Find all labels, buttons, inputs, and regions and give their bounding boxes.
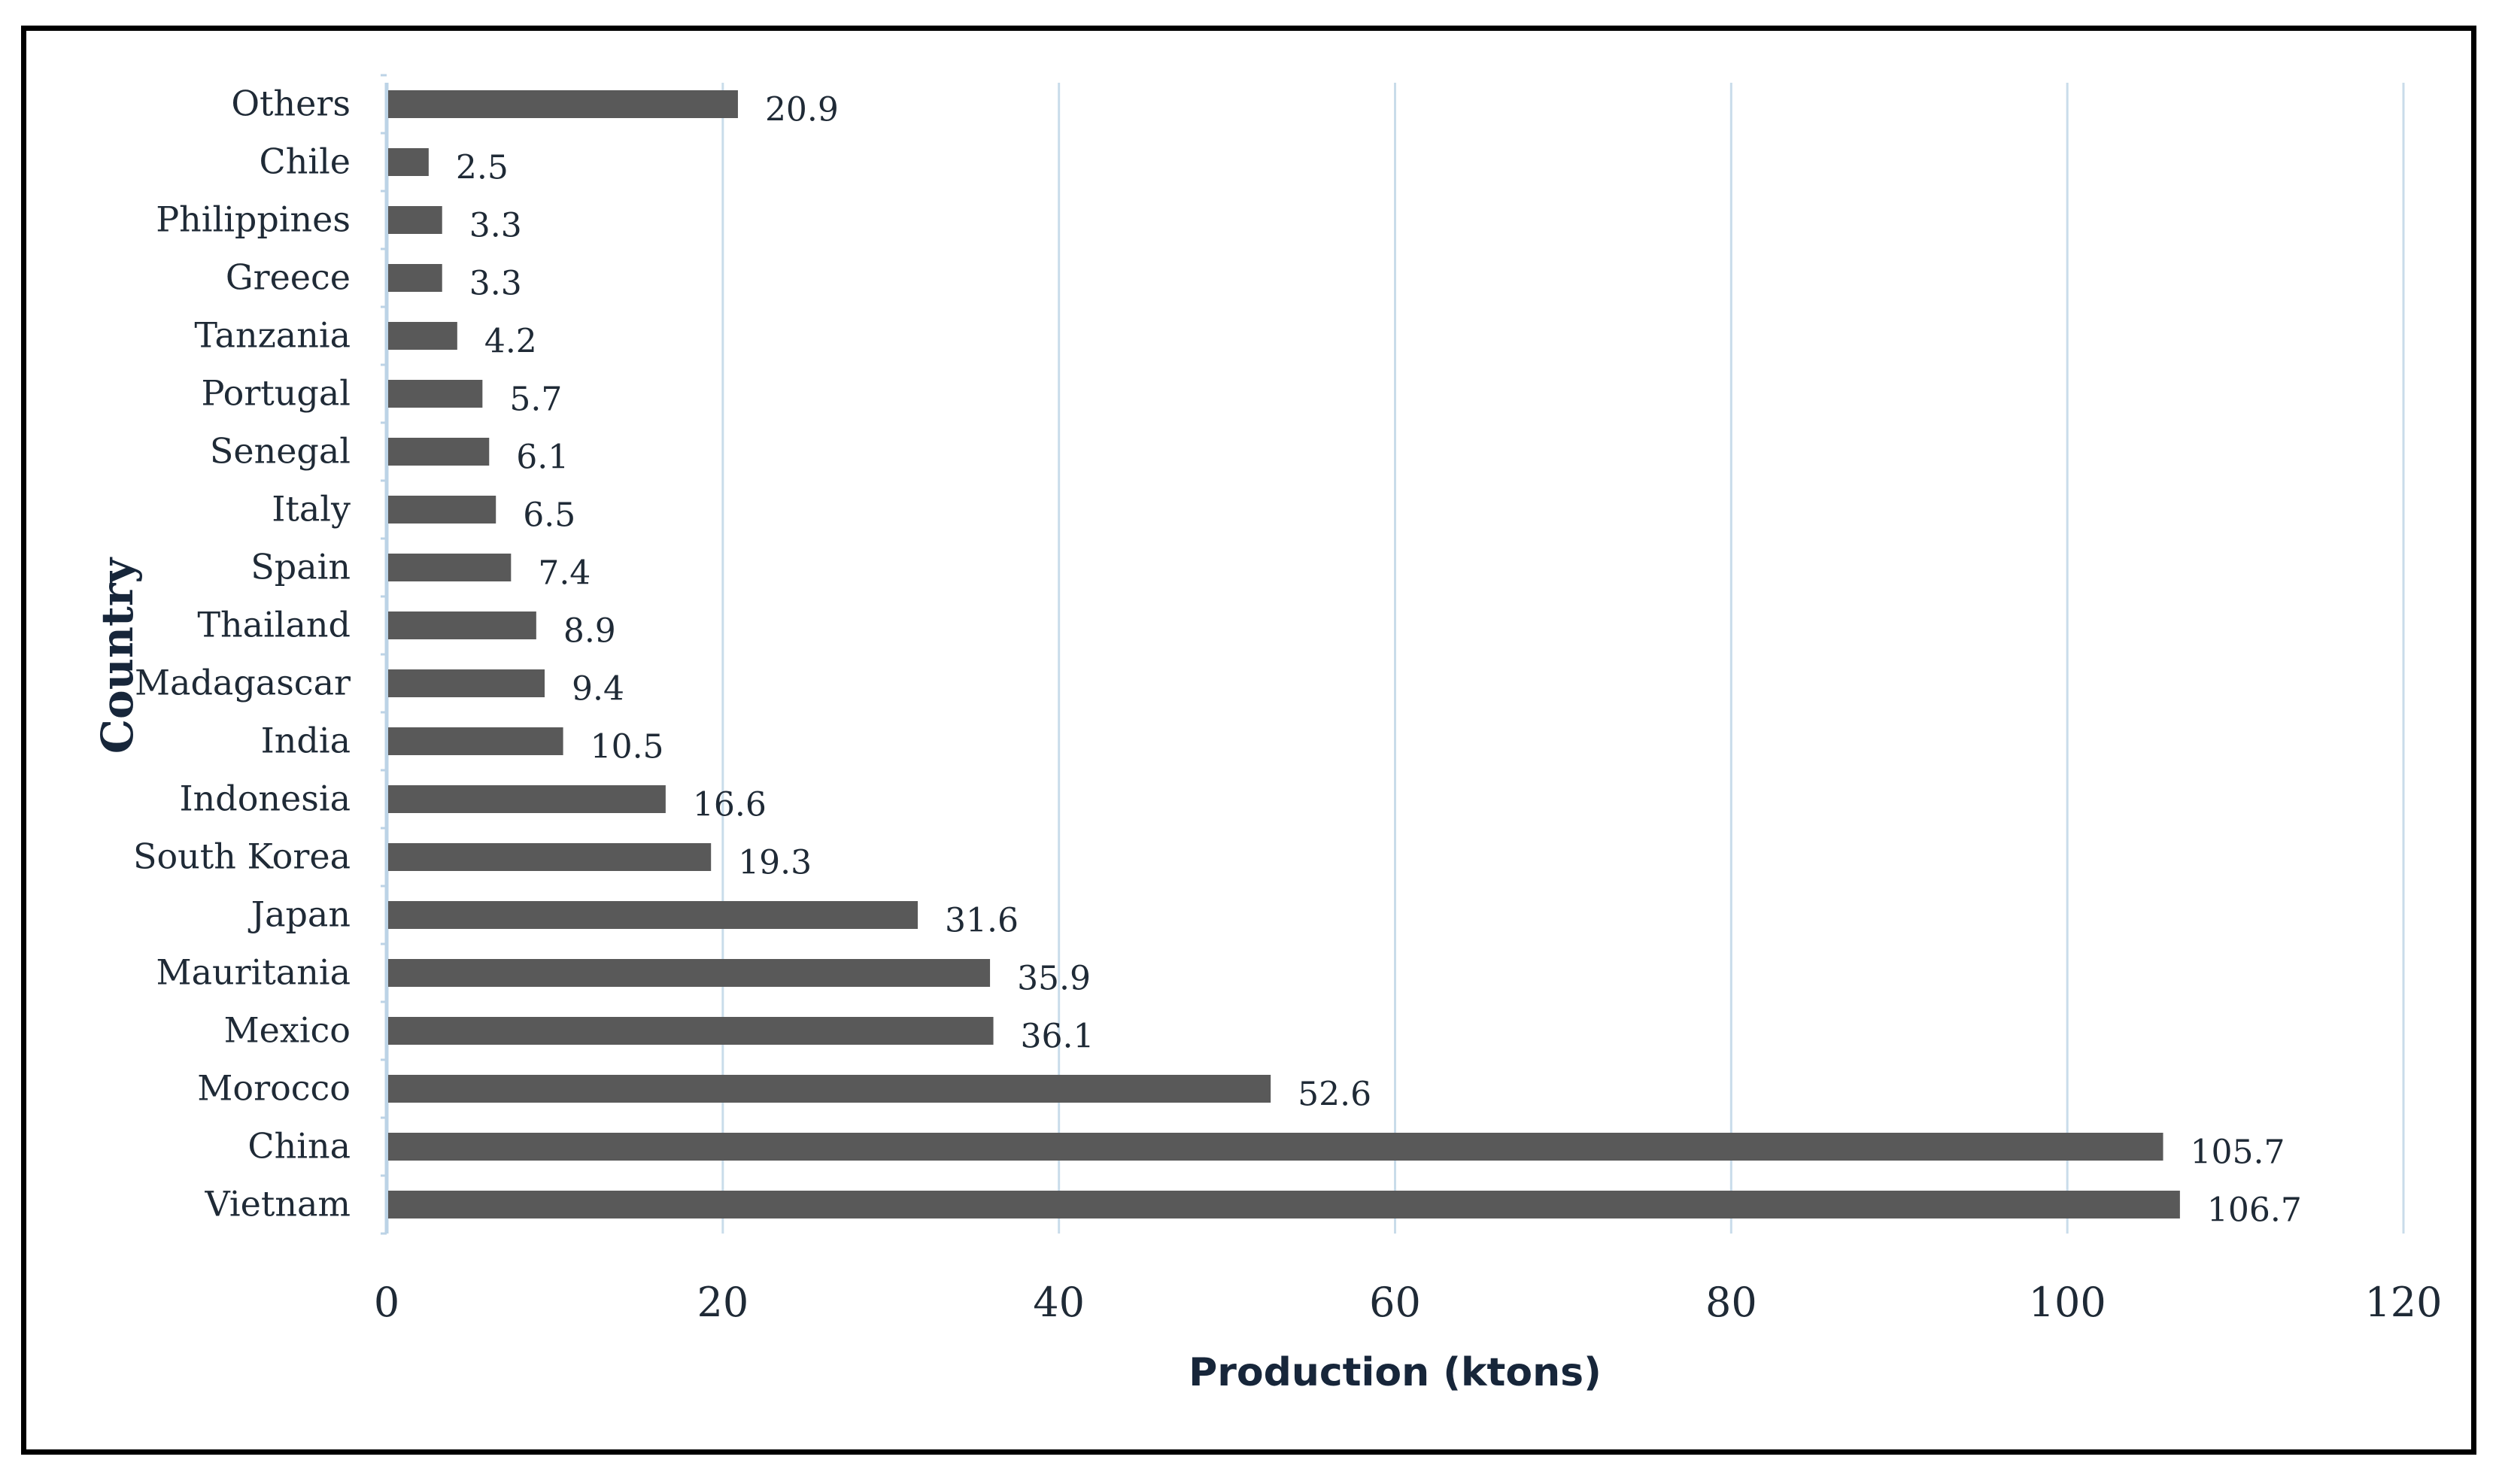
gridlines	[381, 74, 2405, 1235]
value-label: 52.6	[1298, 1076, 1371, 1114]
value-label: 20.9	[765, 91, 839, 129]
value-label: 106.7	[2207, 1191, 2302, 1230]
bar-south-korea	[388, 843, 712, 871]
value-label: 8.9	[563, 612, 616, 651]
value-label: 2.5	[456, 149, 509, 187]
category-label: Chile	[260, 141, 351, 182]
bar-spain	[388, 554, 512, 581]
value-label: 9.4	[572, 670, 624, 709]
category-label: Indonesia	[179, 778, 351, 819]
category-label: Tanzania	[194, 315, 351, 356]
category-label: Senegal	[210, 431, 351, 472]
category-label: Thailand	[197, 605, 351, 645]
category-label: Mauritania	[156, 952, 351, 993]
bar-greece	[388, 264, 442, 292]
category-label: Portugal	[202, 373, 351, 414]
bar-tanzania	[388, 322, 457, 350]
bar-madagascar	[388, 669, 545, 697]
category-label: Italy	[272, 489, 351, 530]
value-labels: 106.7 105.7 52.6 36.1 35.9 31.6 19.3 16.6 10.5 9.…	[456, 91, 2302, 1230]
category-label: Greece	[226, 257, 351, 298]
category-label: Japan	[248, 894, 351, 935]
x-tick-label: 80	[1705, 1279, 1757, 1326]
category-label: India	[261, 721, 351, 761]
value-label: 6.1	[516, 439, 569, 477]
value-label: 19.3	[738, 844, 812, 882]
category-label: Others	[231, 83, 351, 124]
bar-india	[388, 727, 563, 755]
value-label: 35.9	[1017, 960, 1091, 998]
x-tick-label: 60	[1369, 1279, 1421, 1326]
bar-indonesia	[388, 785, 666, 813]
value-label: 31.6	[945, 902, 1019, 940]
category-label: Vietnam	[204, 1184, 351, 1225]
bar-mauritania	[388, 959, 991, 987]
value-label: 5.7	[509, 381, 562, 419]
value-label: 10.5	[591, 728, 664, 766]
category-label: Morocco	[197, 1068, 351, 1109]
value-label: 16.6	[693, 786, 767, 824]
x-tick-label: 0	[374, 1279, 399, 1326]
bar-portugal	[388, 380, 483, 408]
bar-japan	[388, 901, 918, 929]
bar-philippines	[388, 206, 442, 234]
x-axis-title: Production (ktons)	[1189, 1350, 1602, 1395]
x-tick-label: 40	[1033, 1279, 1085, 1326]
category-label: Philippines	[156, 199, 351, 240]
bar-italy	[388, 496, 496, 523]
bars	[388, 90, 2180, 1218]
bar-morocco	[388, 1075, 1271, 1103]
value-label: 7.4	[538, 554, 591, 593]
bar-vietnam	[388, 1191, 2180, 1218]
x-tick-label: 20	[697, 1279, 748, 1326]
bar-thailand	[388, 612, 536, 639]
value-label: 6.5	[523, 496, 575, 535]
x-tick-labels: 0 20 40 60 80 100 120	[374, 1279, 2443, 1326]
y-axis-title: Country	[92, 557, 143, 754]
value-label: 3.3	[469, 207, 522, 245]
value-label: 36.1	[1021, 1018, 1095, 1056]
bar-chile	[388, 148, 429, 176]
value-label: 3.3	[469, 265, 522, 303]
x-tick-label: 100	[2029, 1279, 2106, 1326]
category-labels: Vietnam China Morocco Mexico Mauritania Japan…	[133, 83, 351, 1225]
category-label: Mexico	[224, 1010, 351, 1051]
x-tick-label: 120	[2364, 1279, 2442, 1326]
category-label: South Korea	[133, 836, 351, 877]
bar-mexico	[388, 1017, 994, 1045]
category-label: China	[247, 1126, 351, 1167]
value-label: 105.7	[2191, 1133, 2285, 1172]
category-label: Spain	[251, 547, 351, 587]
category-label: Madagascar	[135, 663, 351, 703]
bar-senegal	[388, 438, 490, 466]
bar-others	[388, 90, 738, 118]
value-label: 4.2	[484, 323, 537, 361]
bar-china	[388, 1133, 2163, 1161]
